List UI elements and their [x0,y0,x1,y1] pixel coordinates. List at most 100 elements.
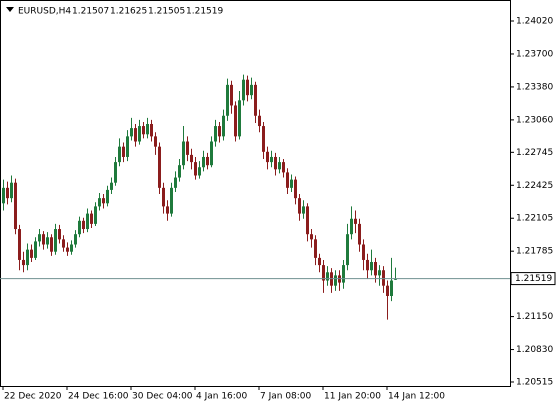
y-tick-label: 1.23700 [516,49,553,59]
candle-body [98,198,101,207]
candle-body [82,220,85,230]
candle-body [310,234,313,240]
x-tick-label: 7 Jan 08:00 [260,392,312,402]
candle-body [122,146,125,157]
candle-body [278,162,281,170]
candle-body [306,206,309,235]
candle-body [90,213,93,224]
candle-body [350,218,353,235]
candle-body [374,262,377,276]
candle-body [222,115,225,137]
candle-body [6,187,9,199]
x-tick-label: 24 Dec 16:00 [68,392,129,402]
candle-body [34,241,37,258]
x-tick-label: 30 Dec 04:00 [132,392,193,402]
candle-body [30,249,33,258]
candle-body [250,84,253,96]
price-label: 1.21519 [515,274,552,284]
y-tick-label: 1.24020 [516,17,553,27]
ohlc-high: 1.21625 [110,7,147,17]
candle-body [334,275,337,286]
candle-body [110,182,113,190]
candle-body [242,79,245,101]
y-tick-label: 1.22425 [516,181,553,191]
x-tick-label: 11 Jan 20:00 [324,392,381,402]
candle-body [14,182,17,230]
candle-body [158,146,161,188]
candle-body [26,249,29,266]
candle-body [382,270,385,286]
candle-body [62,239,65,248]
candle-body [114,162,117,183]
candle-body [2,187,5,204]
candle-body [210,141,213,166]
symbol: EURUSD,H4 [18,7,71,17]
candle-body [170,187,173,214]
candle-body [270,156,273,163]
y-tick-label: 1.23060 [516,115,553,125]
ohlc-low: 1.21505 [148,7,185,17]
candle-body [318,257,321,266]
candle-body [78,220,81,235]
candle-body [218,126,221,137]
candle-body [214,126,217,142]
candle-body [254,84,257,116]
candle-body [314,239,317,258]
candle-body [166,206,169,214]
candle-body [94,206,97,224]
candle-body [66,247,69,252]
candle-body [326,272,329,281]
candle-body [42,234,45,245]
candle-body [162,187,165,207]
candle-body [266,151,269,163]
candle-body [362,244,365,260]
candle-body [46,237,49,245]
candle-body [86,213,89,230]
candle-body [294,179,297,199]
candle-body [102,198,105,204]
candle-body [182,141,185,166]
y-tick-label: 1.20515 [516,377,553,387]
x-tick-label: 14 Jan 12:00 [388,392,445,402]
candle-body [118,146,121,163]
candle-body [258,115,261,127]
candle-body [370,262,373,271]
candle-body [358,223,361,245]
menu-triangle [6,7,14,12]
candle-body [142,126,145,135]
candle-body [390,280,393,296]
y-tick-label: 1.22745 [516,148,553,158]
candle-body [238,100,241,137]
candle-body [206,156,209,166]
x-tick-label: 22 Dec 2020 [4,392,62,402]
candle-body [50,237,53,252]
candle-body [262,126,265,152]
y-tick-label: 1.20830 [516,345,553,355]
candle-body [106,189,109,204]
candle-body [38,234,41,242]
y-tick-label: 1.23380 [516,82,553,92]
candle-body [286,172,289,188]
ohlc-close: 1.21519 [186,7,223,17]
candle-body [58,229,61,240]
candle-body [138,126,141,142]
candle-body [322,265,325,281]
candle-body [194,162,197,176]
candle-body [18,229,21,260]
candle-body [342,265,345,283]
candle-body [174,177,177,188]
candle-body [74,234,77,245]
candle-body [378,270,381,276]
candle-body [70,244,73,252]
candle-body [274,156,277,170]
y-tick-label: 1.22105 [516,214,553,224]
candle-body [386,285,389,296]
candle-body [150,123,153,137]
candle-body [246,79,249,96]
candle-body [282,162,285,173]
x-tick-label: 4 Jan 16:00 [196,392,248,402]
candle-body [154,136,157,147]
candle-body [22,259,25,266]
